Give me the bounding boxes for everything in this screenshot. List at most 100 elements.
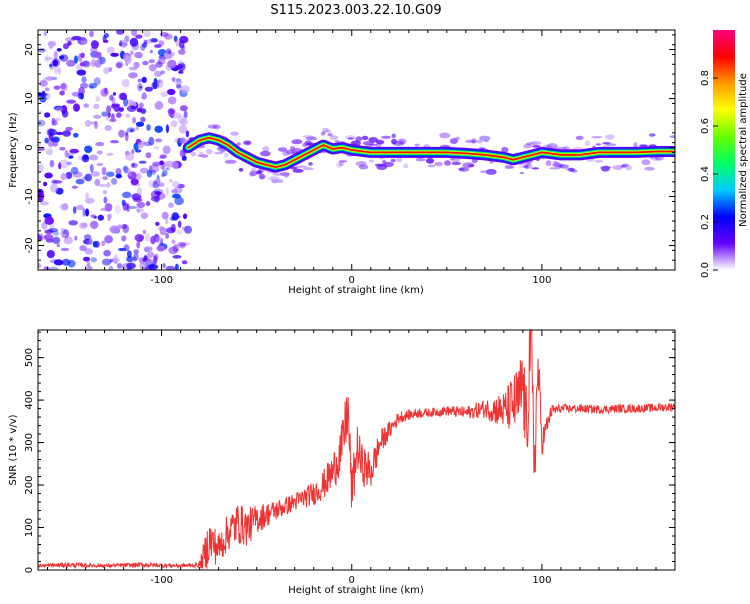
spectrogram-noise-blob	[47, 41, 56, 47]
spectrogram-noise-blob	[155, 236, 164, 244]
spectrogram-halo-blob	[258, 173, 266, 180]
spectrogram-y-tick-label: 10	[24, 92, 35, 105]
spectrogram-noise-blob	[60, 83, 66, 90]
spectrogram-noise-blob	[118, 107, 124, 112]
spectrogram-halo-blob	[471, 138, 477, 144]
spectrogram-noise-blob	[182, 226, 189, 231]
spectrogram-noise-blob	[114, 204, 121, 214]
spectrogram-x-axis-label: Height of straight line (km)	[288, 285, 424, 296]
spectrogram-y-tick-label: 0	[24, 144, 35, 150]
spectrogram-noise-blob	[131, 162, 138, 169]
spectrogram-noise-blob	[90, 257, 97, 263]
spectrogram-noise-blob	[178, 49, 186, 55]
spectrogram-noise-blob	[116, 30, 125, 35]
spectrogram-noise-blob	[131, 149, 135, 155]
spectrogram-noise-blob	[130, 128, 134, 133]
spectrogram-noise-blob	[182, 213, 188, 220]
spectrogram-halo-blob	[329, 135, 339, 141]
spectrogram-noise-blob	[181, 156, 188, 162]
spectrogram-halo-blob	[639, 144, 648, 147]
spectrogram-halo-blob	[669, 135, 675, 138]
spectrogram-noise-blob	[93, 103, 100, 110]
spectrogram-noise-blob	[95, 142, 105, 147]
spectrogram-noise-blob	[42, 77, 47, 84]
spectrogram-noise-blob	[159, 154, 167, 159]
snr-y-tick-label: 300	[24, 433, 35, 452]
spectrogram-noise-blob	[163, 33, 173, 40]
spectrogram-noise-blob	[110, 257, 120, 263]
colorbar-tick-label: 0.0	[700, 262, 711, 278]
spectrogram-noise-blob	[146, 258, 154, 265]
spectrogram-noise-blob	[135, 121, 145, 127]
spectrogram-noise-blob	[122, 224, 130, 234]
spectrogram-noise-blob	[57, 67, 61, 75]
spectrogram-noise-blob	[106, 152, 114, 156]
spectrogram-noise-blob	[131, 30, 137, 37]
spectrogram-halo-blob	[236, 142, 241, 146]
spectrogram-noise-blob	[124, 55, 132, 64]
spectrogram-noise-blob	[162, 263, 166, 269]
spectrogram-noise-blob	[170, 223, 176, 233]
spectrogram-noise-blob	[115, 168, 122, 175]
spectrogram-noise-blob	[128, 205, 138, 210]
spectrogram-noise-blob	[121, 78, 130, 88]
spectrogram-noise-blob	[63, 236, 73, 245]
spectrogram-noise-blob	[83, 103, 89, 108]
spectrogram-noise-blob	[109, 118, 117, 123]
spectrogram-halo-blob	[224, 159, 237, 164]
spectrogram-halo-blob	[449, 138, 458, 145]
spectrogram-halo-blob	[575, 135, 584, 140]
spectrogram-noise-blob	[94, 51, 102, 59]
spectrogram-noise-blob	[174, 80, 183, 85]
spectrogram-noise-blob	[93, 114, 102, 119]
spectrogram-noise-blob	[81, 222, 88, 228]
colorbar-tick-label: 0.8	[700, 70, 711, 86]
spectrogram-noise-blob	[126, 250, 132, 258]
spectrogram-noise-blob	[104, 32, 109, 39]
spectrogram-halo-blob	[251, 167, 257, 173]
spectrogram-noise-blob	[143, 30, 152, 38]
spectrogram-noise-blob	[156, 245, 166, 252]
colorbar-label: Normalized spectral amplitude	[738, 73, 749, 227]
spectrogram-halo-blob	[479, 135, 491, 141]
spectrogram-halo-blob	[458, 167, 470, 172]
spectrogram-noise-blob	[135, 125, 140, 131]
spectrogram-halo-blob	[549, 167, 561, 170]
spectrogram-noise-blob	[123, 97, 129, 107]
spectrogram-noise-blob	[111, 103, 120, 107]
spectrogram-noise-blob	[90, 40, 99, 49]
spectrogram-noise-blob	[79, 62, 87, 67]
spectrogram-halo-blob	[249, 170, 258, 177]
spectrogram-noise-blob	[171, 212, 180, 221]
spectrogram-noise-blob	[62, 130, 72, 137]
spectrogram-halo-blob	[532, 145, 541, 148]
spectrogram-halo-blob	[554, 161, 561, 168]
spectrogram-noise-blob	[84, 248, 94, 255]
spectrogram-noise-blob	[44, 92, 51, 100]
spectrogram-noise-blob	[125, 152, 135, 161]
spectrogram-halo-blob	[199, 152, 204, 157]
spectrogram-halo-blob	[305, 136, 317, 141]
spectrogram-noise-blob	[153, 255, 158, 265]
spectrogram-noise-blob	[68, 220, 78, 226]
spectrogram-noise-blob	[160, 91, 169, 97]
spectrogram-noise-blob	[39, 79, 48, 87]
spectrogram-noise-blob	[106, 105, 112, 114]
spectrogram-noise-blob	[54, 106, 64, 112]
spectrogram-halo-blob	[368, 137, 379, 143]
spectrogram-halo-blob	[214, 151, 224, 155]
spectrogram-noise-blob	[92, 241, 98, 248]
spectrogram-noise-blob	[48, 228, 59, 233]
spectrogram-halo-blob	[338, 161, 344, 167]
spectrogram-noise-blob	[142, 60, 149, 66]
spectrogram-halo-blob	[230, 131, 239, 136]
spectrogram-noise-blob	[38, 147, 46, 151]
snr-y-tick-label: 400	[24, 391, 35, 410]
spectrogram-noise-blob	[154, 125, 163, 133]
spectrogram-halo-blob	[368, 159, 374, 163]
spectrogram-halo-blob	[302, 167, 314, 171]
spectrogram-noise-blob	[148, 136, 155, 146]
spectrogram-noise-blob	[150, 235, 156, 245]
spectrogram-noise-blob	[78, 53, 83, 62]
